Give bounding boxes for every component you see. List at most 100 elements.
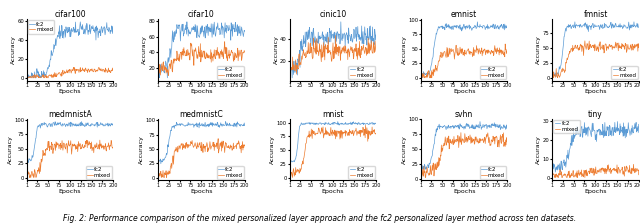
fc2 <box>29 156 36 159</box>
fc2 <box>334 120 342 123</box>
mixed <box>103 146 111 148</box>
fc2 <box>635 123 640 126</box>
fc2 <box>365 25 373 28</box>
fc2 <box>47 58 54 60</box>
mixed <box>171 60 179 62</box>
mixed <box>237 151 245 154</box>
mixed <box>417 174 425 177</box>
Title: medmnistA: medmnistA <box>48 110 92 119</box>
fc2 <box>572 134 579 137</box>
X-axis label: Epochs: Epochs <box>190 89 212 94</box>
fc2 <box>109 123 117 125</box>
Line: mixed: mixed <box>289 125 376 178</box>
X-axis label: Epochs: Epochs <box>190 189 212 194</box>
fc2 <box>158 160 166 162</box>
fc2 <box>552 167 559 170</box>
mixed <box>289 68 297 71</box>
Title: svhn: svhn <box>455 110 474 119</box>
fc2 <box>178 26 186 28</box>
fc2 <box>564 158 572 161</box>
mixed <box>234 143 242 145</box>
mixed <box>27 76 35 79</box>
fc2 <box>25 161 33 164</box>
mixed <box>241 144 248 147</box>
mixed <box>630 163 637 166</box>
mixed <box>551 176 559 179</box>
mixed <box>500 54 508 56</box>
mixed <box>234 59 242 62</box>
X-axis label: Epochs: Epochs <box>321 189 344 194</box>
mixed <box>171 150 179 152</box>
mixed <box>103 69 111 72</box>
mixed <box>106 144 114 147</box>
fc2 <box>158 65 166 68</box>
mixed <box>23 174 31 177</box>
mixed <box>178 58 186 61</box>
Y-axis label: Accuracy: Accuracy <box>8 135 13 164</box>
fc2 <box>434 129 442 131</box>
fc2 <box>290 73 298 76</box>
fc2 <box>548 76 556 78</box>
fc2 <box>423 168 431 170</box>
mixed <box>309 131 317 134</box>
mixed <box>29 75 36 77</box>
fc2 <box>497 127 505 130</box>
Line: mixed: mixed <box>552 41 639 78</box>
fc2 <box>372 34 380 36</box>
fc2 <box>241 30 248 32</box>
mixed <box>155 176 163 179</box>
fc2 <box>40 69 47 72</box>
mixed <box>96 139 104 142</box>
Legend: fc2, mixed: fc2, mixed <box>611 66 637 80</box>
Line: mixed: mixed <box>158 42 244 76</box>
fc2 <box>504 122 511 124</box>
mixed <box>552 67 560 70</box>
fc2 <box>285 74 293 77</box>
mixed <box>40 76 47 79</box>
Line: fc2: fc2 <box>552 122 639 175</box>
fc2 <box>372 122 380 124</box>
Legend: fc2, mixed: fc2, mixed <box>217 66 244 80</box>
fc2 <box>552 75 559 78</box>
mixed <box>565 52 573 55</box>
mixed <box>434 166 442 169</box>
mixed <box>106 69 114 72</box>
mixed <box>285 67 293 69</box>
Legend: fc2, mixed: fc2, mixed <box>480 66 506 80</box>
fc2 <box>157 162 164 165</box>
fc2 <box>163 76 171 79</box>
fc2 <box>159 70 167 73</box>
fc2 <box>103 123 111 126</box>
fc2 <box>627 24 635 27</box>
mixed <box>159 60 167 63</box>
mixed <box>628 172 636 175</box>
Y-axis label: Accuracy: Accuracy <box>11 35 16 64</box>
fc2 <box>554 169 561 171</box>
fc2 <box>154 158 162 161</box>
Legend: fc2, mixed: fc2, mixed <box>217 166 244 179</box>
mixed <box>635 46 640 49</box>
Title: fmnist: fmnist <box>583 10 608 19</box>
fc2 <box>497 26 505 29</box>
mixed <box>221 40 228 43</box>
X-axis label: Epochs: Epochs <box>584 89 607 94</box>
Line: fc2: fc2 <box>552 22 639 77</box>
fc2 <box>419 168 427 171</box>
mixed <box>548 74 556 77</box>
mixed <box>501 43 509 45</box>
mixed <box>417 74 425 77</box>
Line: fc2: fc2 <box>27 122 113 162</box>
fc2 <box>548 173 556 176</box>
fc2 <box>29 72 36 75</box>
mixed <box>422 176 429 179</box>
mixed <box>291 69 299 72</box>
fc2 <box>421 164 429 167</box>
mixed <box>292 73 300 75</box>
fc2 <box>302 123 310 125</box>
fc2 <box>171 124 179 127</box>
mixed <box>548 168 556 171</box>
fc2 <box>628 133 636 136</box>
mixed <box>285 174 293 177</box>
Title: cinic10: cinic10 <box>319 10 346 19</box>
Line: fc2: fc2 <box>289 122 376 162</box>
